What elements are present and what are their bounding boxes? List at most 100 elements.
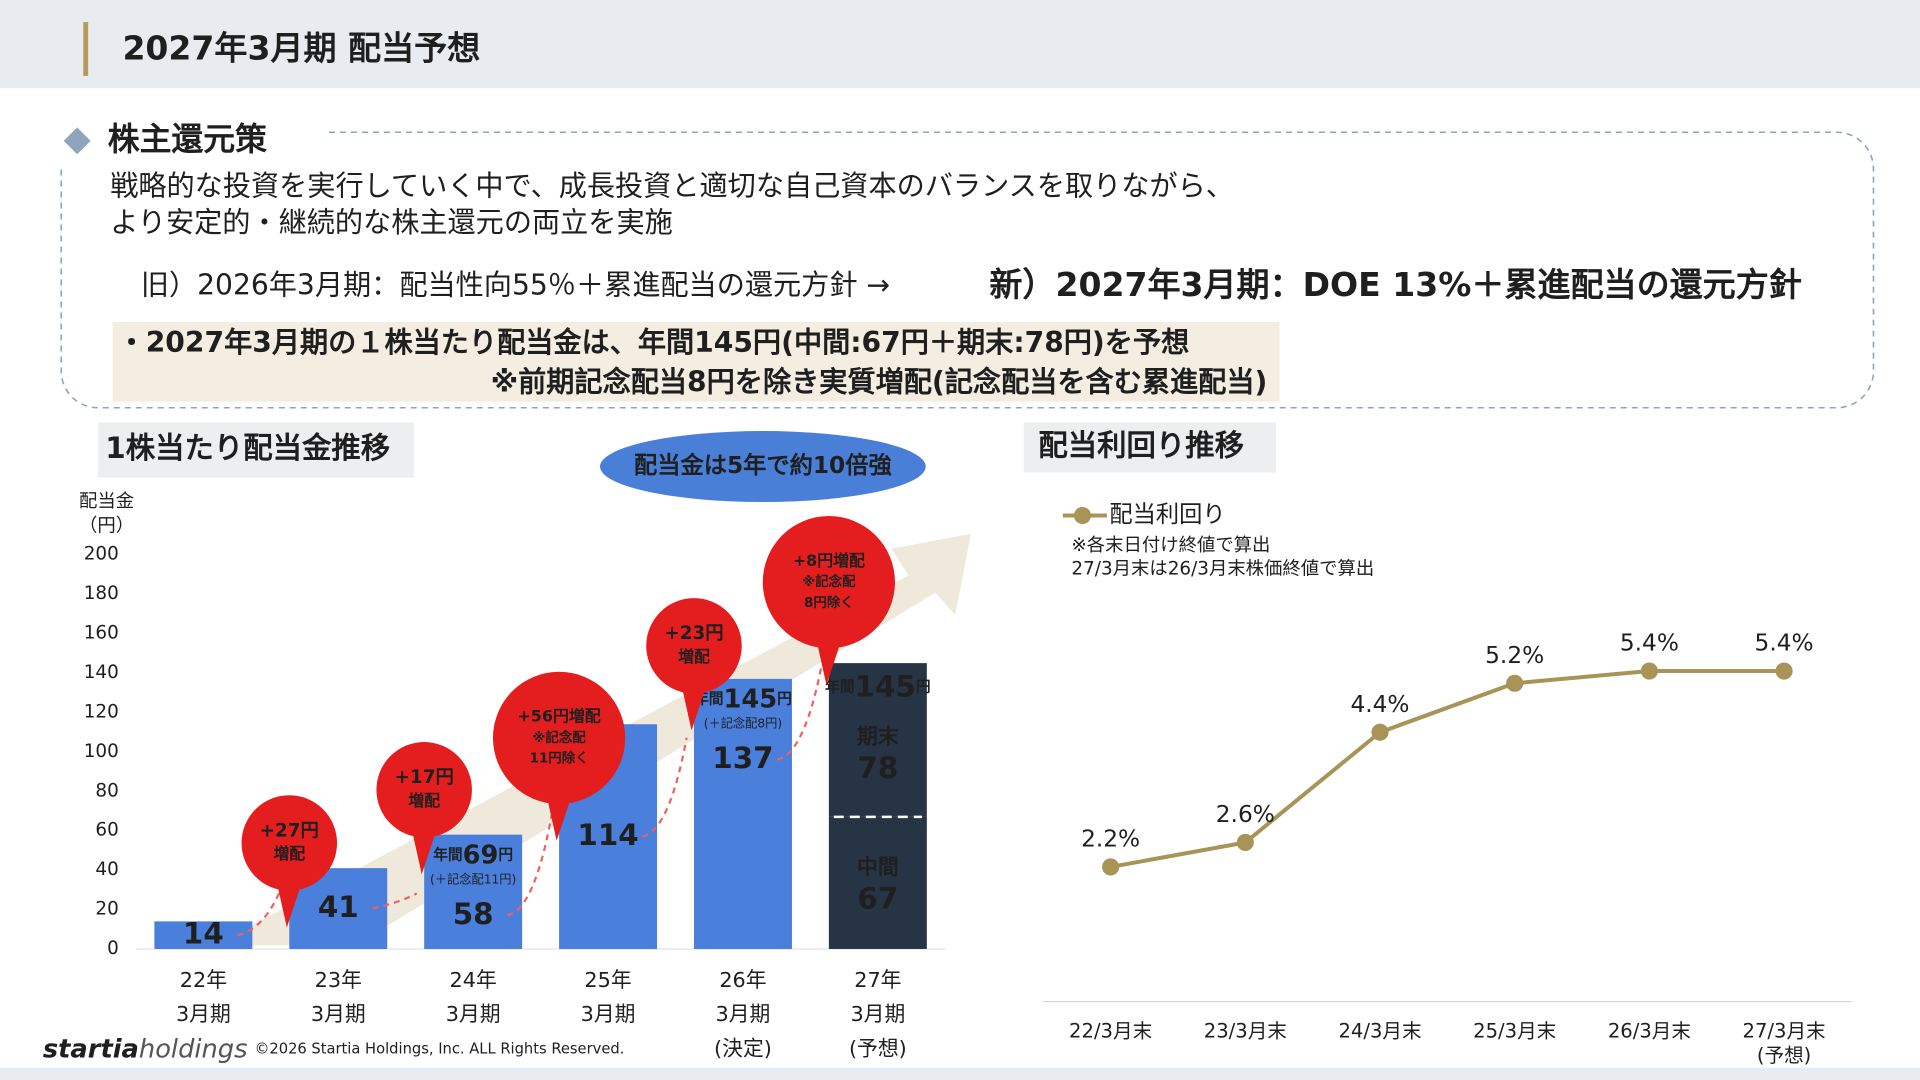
policy-text: 戦略的な投資を実行していく中で、成長投資と適切な自己資本のバランスを取りながら、 (110, 169, 1234, 202)
y-tick-label: 0 (107, 938, 119, 959)
callout-tail (681, 686, 707, 731)
total-label: 年間69円 (433, 840, 513, 870)
chart-title: 1株当たり配当金推移 (105, 431, 390, 465)
bar-value-label: 137 (712, 741, 773, 775)
x-tick-label: 25/3月末 (1473, 1020, 1556, 1043)
callout-text: 増配 (273, 844, 305, 863)
x-tick-label: 3月期 (581, 1002, 636, 1026)
total-prefix: 年間 (825, 678, 854, 696)
total-note: (＋記念配8円) (704, 716, 783, 731)
y-tick-label: 40 (95, 859, 118, 880)
data-point (1236, 833, 1254, 852)
total-value: 69 (463, 840, 499, 870)
total-label: 年間145円 (825, 669, 930, 703)
callout (376, 742, 472, 838)
logo-main: startia (43, 1034, 139, 1064)
footer-band (0, 1067, 1920, 1080)
data-point (1640, 662, 1658, 680)
data-label: 5.2% (1485, 642, 1544, 669)
badge (600, 431, 926, 503)
growth-arrow (237, 886, 283, 937)
callout-tail (277, 883, 302, 928)
legend-label: 配当利回り (1109, 501, 1225, 528)
chart-note: 27/3月末は26/3月末株価終値で算出 (1071, 558, 1374, 579)
callout-text: ※記念配 (802, 573, 856, 590)
x-tick-label: (予想) (1757, 1044, 1811, 1067)
callout-text: +17円 (395, 767, 454, 788)
chart-note: ※各末日付け終値で算出 (1071, 535, 1270, 556)
logo-sub: holdings (139, 1034, 248, 1064)
x-tick-label: 25年 (584, 968, 631, 992)
y-tick-label: 60 (95, 820, 118, 841)
callout-text: +23円 (664, 623, 723, 644)
x-tick-label: 24/3月末 (1338, 1020, 1421, 1043)
data-point (1102, 858, 1120, 876)
x-tick-label: (予想) (849, 1036, 907, 1060)
chart-title-box (1023, 422, 1276, 473)
growth-arrow (372, 892, 418, 910)
bar-value-label: 14 (183, 917, 224, 951)
line-series (1110, 669, 1785, 869)
copyright: ©2026 Startia Holdings, Inc. ALL Rights … (255, 1040, 625, 1057)
segment-name: 中間 (857, 855, 899, 879)
slide-title: 2027年3月期 配当予想 (122, 29, 480, 68)
total-unit: 円 (916, 679, 931, 696)
x-tick-label: 22年 (180, 968, 227, 992)
y-tick-label: 180 (84, 583, 119, 604)
x-tick-label: 27年 (854, 968, 901, 992)
highlight-text: ・2027年3月期の１株当たり配当金は、年間145円(中間:67円＋期末:78円… (118, 326, 1190, 359)
total-unit: 円 (498, 846, 513, 863)
x-tick-label: 3月期 (850, 1002, 905, 1026)
x-tick-label: 27/3月末 (1743, 1020, 1826, 1043)
callout-tail (411, 830, 437, 875)
bar-value-label: 114 (577, 818, 638, 852)
callout-text: ※記念配 (532, 729, 586, 746)
bar (828, 663, 927, 817)
total-value: 145 (855, 669, 916, 703)
callout-tail (816, 640, 842, 686)
x-tick-label: 3月期 (446, 1002, 501, 1026)
header-accent (83, 22, 89, 76)
x-tick-label: 23年 (315, 968, 362, 992)
callout-text: +8円増配 (793, 551, 865, 570)
callout-text: 8円除く (804, 594, 854, 611)
bar (693, 678, 792, 949)
callout-text: 増配 (678, 647, 710, 666)
data-label: 4.4% (1350, 691, 1409, 718)
bar (828, 816, 927, 949)
y-tick-label: 100 (84, 741, 119, 762)
data-point (1371, 723, 1389, 741)
policy-text: より安定的・継続的な株主還元の両立を実施 (110, 206, 673, 239)
callout-text: 11円除く (530, 750, 589, 767)
segment-value: 67 (857, 882, 898, 916)
x-tick-label: 26/3月末 (1608, 1020, 1691, 1043)
callout-tail (546, 796, 572, 841)
growth-arrow (507, 814, 553, 917)
x-tick-label: 3月期 (716, 1002, 771, 1026)
callout-text: 増配 (408, 791, 440, 810)
callout (762, 516, 895, 649)
x-tick-label: 24年 (450, 968, 497, 992)
y-tick-label: 140 (84, 662, 119, 683)
callout-text: +27円 (260, 820, 319, 841)
y-axis-label: 配当金 (79, 491, 134, 512)
bar (154, 921, 253, 949)
data-label: 2.2% (1081, 826, 1140, 853)
bar (424, 834, 523, 949)
total-note: (＋記念配11円) (430, 871, 516, 886)
policy-frame (60, 131, 1875, 409)
legend-marker (1073, 506, 1092, 525)
y-tick-label: 200 (84, 544, 119, 565)
x-tick-label: 22/3月末 (1069, 1020, 1152, 1043)
data-label: 5.4% (1755, 630, 1814, 657)
bar-value-label: 41 (318, 890, 359, 924)
callout (241, 795, 338, 891)
y-tick-label: 160 (84, 623, 119, 644)
bar-value-label: 58 (453, 897, 494, 931)
x-tick-label: 3月期 (176, 1002, 231, 1026)
x-tick-label: (決定) (714, 1036, 772, 1060)
total-prefix: 年間 (433, 845, 462, 863)
chart-title-box (97, 422, 414, 478)
